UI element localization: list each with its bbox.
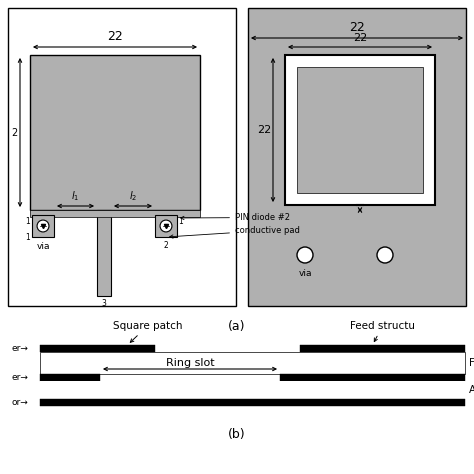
Text: 1: 1 [178,217,183,226]
Text: 1: 1 [25,233,30,242]
Text: Square patch: Square patch [113,321,182,342]
Circle shape [160,220,172,232]
Text: 22: 22 [107,30,123,43]
Text: (a): (a) [228,320,246,333]
Text: PIN diode #2: PIN diode #2 [181,213,290,222]
Bar [40,399,465,406]
Text: Air: Air [469,385,474,395]
Text: via: via [298,269,312,278]
Circle shape [297,247,313,263]
Text: FR-4: FR-4 [469,358,474,368]
Bar [32,215,54,237]
Bar [285,55,435,205]
Text: Ring slot: Ring slot [166,358,214,368]
Text: 1: 1 [25,217,30,226]
Text: 2: 2 [164,241,168,250]
Bar [97,210,111,296]
Text: er→: er→ [11,344,28,353]
Text: via: via [36,242,50,251]
Bar [40,374,100,381]
Bar [248,8,466,306]
Bar [40,381,465,399]
Text: 3: 3 [101,299,107,308]
Bar [40,345,155,352]
Text: $l_1$: $l_1$ [72,189,80,203]
Text: er→: er→ [11,373,28,382]
Circle shape [37,220,49,232]
Text: (b): (b) [228,428,246,441]
Text: conductive pad: conductive pad [170,226,300,238]
Text: $l_2$: $l_2$ [129,189,137,203]
Text: or→: or→ [11,398,28,407]
Bar [30,55,200,210]
Text: 22: 22 [353,33,367,43]
Bar [297,67,423,193]
Bar [155,215,177,237]
Bar [40,352,465,374]
Circle shape [377,247,393,263]
Text: Feed structu: Feed structu [350,321,415,342]
Bar [8,8,236,306]
Text: 22: 22 [257,125,271,135]
Bar [300,345,465,352]
Text: 2: 2 [12,128,18,137]
Bar [30,210,200,217]
Bar [280,374,465,381]
Text: 22: 22 [349,21,365,34]
